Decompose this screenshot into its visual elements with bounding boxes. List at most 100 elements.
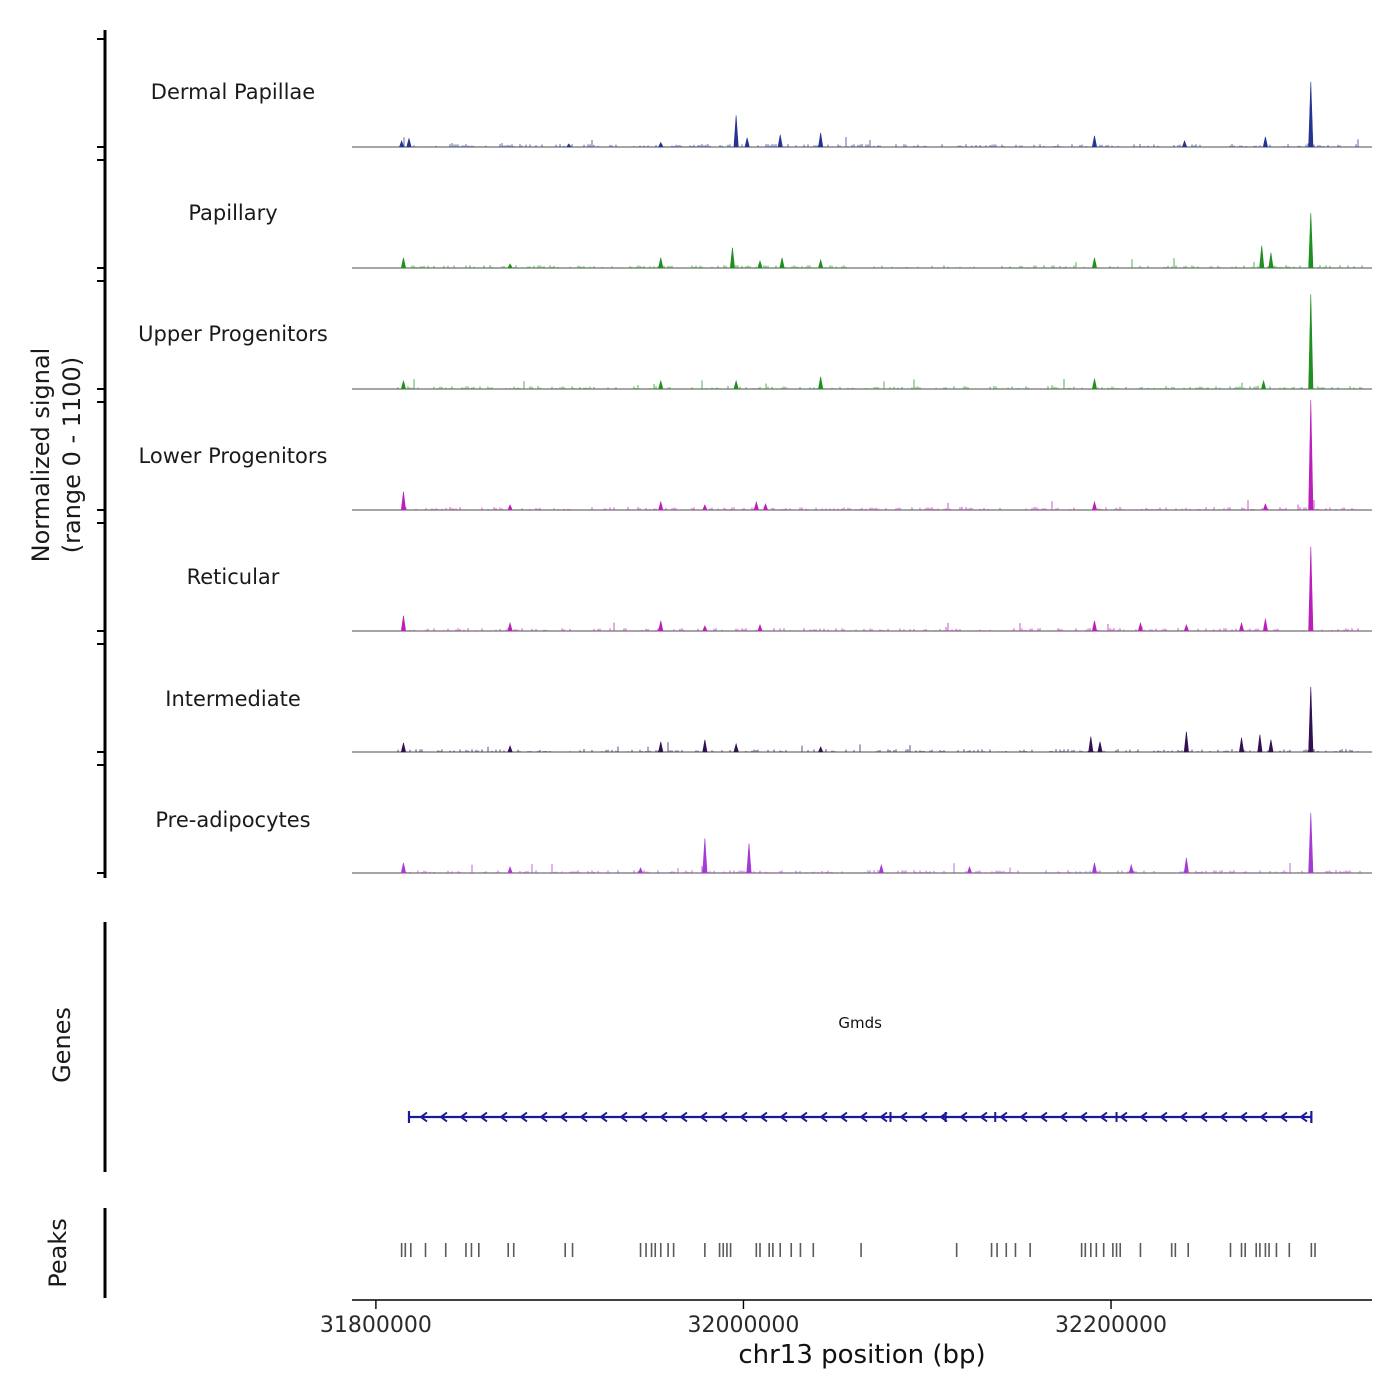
- strand-arrow-icon: [1119, 1111, 1128, 1123]
- signal-peak: [1259, 245, 1265, 269]
- signal-peak: [658, 620, 664, 632]
- signal-peak: [1091, 257, 1098, 269]
- signal-peak: [777, 134, 783, 148]
- signal-peak: [1091, 378, 1098, 390]
- strand-arrow-icon: [1239, 1111, 1248, 1123]
- signal-peak: [1091, 620, 1098, 632]
- strand-arrow-icon: [819, 1111, 828, 1123]
- signal-peak: [400, 615, 407, 632]
- signal-peak: [1091, 135, 1098, 148]
- strand-arrow-icon: [1179, 1111, 1188, 1123]
- signal-peak: [1238, 621, 1245, 632]
- signal-peak: [1238, 737, 1245, 753]
- strand-arrow-icon: [959, 1111, 968, 1123]
- signal-peak: [637, 867, 644, 874]
- signal-peak: [757, 259, 763, 269]
- signal-peak: [779, 257, 785, 269]
- signal-peak: [762, 503, 769, 511]
- x-tick-label: 32000000: [687, 1313, 799, 1338]
- x-tick-label: 31800000: [320, 1313, 432, 1338]
- strand-arrow-icon: [559, 1111, 568, 1123]
- signal-track-pre-adipocytes: [352, 812, 1372, 874]
- strand-arrow-icon: [479, 1111, 488, 1123]
- strand-arrow-icon: [1279, 1111, 1288, 1123]
- strand-arrow-icon: [879, 1111, 888, 1123]
- signal-peak: [733, 115, 739, 148]
- strand-arrow-icon: [779, 1111, 788, 1123]
- signal-track-dermal-papillae: [352, 81, 1372, 148]
- strand-arrow-icon: [719, 1111, 728, 1123]
- track-label-papillary: Papillary: [188, 201, 278, 225]
- signal-peak: [966, 866, 973, 874]
- signal-track-papillary: [352, 213, 1372, 269]
- signal-peak: [1137, 621, 1144, 632]
- signal-peak: [744, 137, 750, 148]
- signal-peak: [1308, 400, 1314, 511]
- signal-peak: [1308, 213, 1314, 269]
- strand-arrow-icon: [1039, 1111, 1048, 1123]
- signal-track-reticular: [352, 546, 1372, 632]
- peaks-section-label: Peaks: [44, 1218, 72, 1288]
- signal-peak: [1183, 857, 1189, 874]
- strand-arrow-icon: [859, 1111, 868, 1123]
- signal-track-lower-progenitors: [352, 400, 1372, 511]
- signal-peak: [878, 863, 884, 874]
- strand-arrow-icon: [579, 1111, 588, 1123]
- gene-gmds: Gmds: [407, 1014, 1313, 1123]
- strand-arrow-icon: [1199, 1111, 1208, 1123]
- signal-peak: [1257, 734, 1263, 753]
- strand-arrow-icon: [1099, 1111, 1108, 1123]
- signal-peak: [400, 257, 407, 269]
- strand-arrow-icon: [499, 1111, 508, 1123]
- signal-peak: [658, 741, 664, 753]
- strand-arrow-icon: [1139, 1111, 1148, 1123]
- signal-peak: [1183, 731, 1189, 753]
- signal-peak: [507, 866, 513, 874]
- strand-arrow-icon: [459, 1111, 468, 1123]
- strand-arrow-icon: [1059, 1111, 1068, 1123]
- y-axis-label: Normalized signal (range 0 - 1100): [26, 348, 88, 563]
- signal-peak: [1308, 81, 1314, 148]
- signal-peak: [1181, 140, 1188, 148]
- signal-peak: [1088, 736, 1094, 753]
- strand-arrow-icon: [839, 1111, 848, 1123]
- strand-arrow-icon: [679, 1111, 688, 1123]
- signal-peak: [658, 500, 664, 511]
- signal-peak: [702, 838, 708, 874]
- signal-peak: [1091, 500, 1098, 511]
- strand-arrow-icon: [979, 1111, 988, 1123]
- peak-calls-track: [400, 1243, 1316, 1257]
- signal-peak: [818, 376, 824, 390]
- signal-peak: [1308, 686, 1314, 753]
- x-axis: 31800000 32000000 32200000: [320, 1299, 1372, 1338]
- strand-arrow-icon: [539, 1111, 548, 1123]
- strand-arrow-icon: [739, 1111, 748, 1123]
- strand-arrow-icon: [1079, 1111, 1088, 1123]
- signal-peak: [658, 141, 664, 148]
- track-label-upper-progenitors: Upper Progenitors: [138, 322, 328, 346]
- signal-peak: [566, 143, 572, 148]
- strand-arrow-icon: [439, 1111, 448, 1123]
- strand-arrow-icon: [899, 1111, 908, 1123]
- signal-peak: [1091, 862, 1098, 874]
- signal-peak: [1260, 379, 1267, 390]
- strand-arrow-icon: [1219, 1111, 1228, 1123]
- genes-section-label: Genes: [48, 1007, 76, 1083]
- strand-arrow-icon: [919, 1111, 928, 1123]
- signal-track-intermediate: [352, 686, 1372, 753]
- strand-arrow-icon: [519, 1111, 528, 1123]
- strand-arrow-icon: [1299, 1111, 1308, 1123]
- signal-peak: [507, 504, 513, 511]
- signal-peak: [406, 138, 412, 148]
- signal-peak: [1308, 294, 1314, 390]
- strand-arrow-icon: [599, 1111, 608, 1123]
- signal-peak: [1308, 546, 1314, 632]
- strand-arrow-icon: [659, 1111, 668, 1123]
- strand-arrow-icon: [1159, 1111, 1168, 1123]
- track-label-dermal-papillae: Dermal Papillae: [150, 80, 316, 104]
- track-label-reticular: Reticular: [186, 565, 280, 589]
- track-label-lower-progenitors: Lower Progenitors: [138, 444, 328, 468]
- signal-peak: [1262, 618, 1268, 632]
- signal-peak: [1268, 252, 1274, 269]
